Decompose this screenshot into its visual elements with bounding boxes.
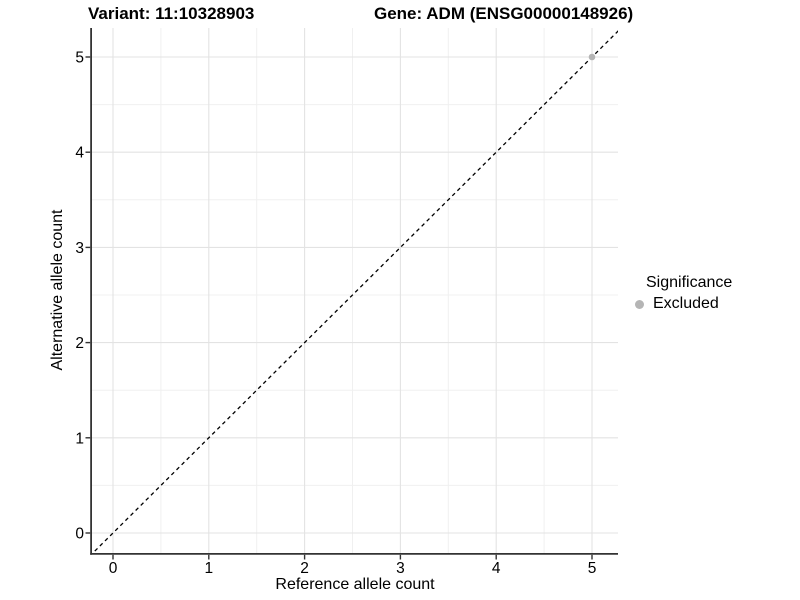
y-tick-label: 3 [75,240,84,257]
plot-title-gene: Gene: ADM (ENSG00000148926) [374,4,634,23]
data-point-excluded [588,53,596,61]
legend-item-excluded: Excluded [632,295,732,313]
y-tick-label: 0 [75,526,84,543]
x-tick-label: 1 [204,560,213,577]
legend-point-icon [635,299,644,309]
plot-content [92,30,618,553]
major-gridlines [92,28,618,553]
y-tick-label: 4 [75,145,84,162]
minor-gridlines [92,28,618,553]
x-tick-label: 2 [300,560,309,577]
legend-item-label: Excluded [653,295,719,312]
legend: Significance Excluded [632,274,732,313]
x-tick-label: 0 [109,560,118,577]
y-tick-label: 2 [75,335,84,352]
x-tick-label: 5 [588,560,597,577]
y-tick-label: 5 [75,50,84,67]
axis-lines [90,28,618,555]
x-tick-label: 3 [396,560,405,577]
legend-title: Significance [646,274,733,291]
tick-marks [85,56,593,560]
tick-labels: 0 1 2 3 4 5 0 1 2 3 4 5 [75,50,596,578]
y-axis-title: Alternative allele count [49,209,66,371]
x-tick-label: 4 [492,560,501,577]
x-axis-title: Reference allele count [275,576,435,593]
plot-title-variant: Variant: 11:10328903 [88,4,255,23]
y-tick-label: 1 [75,430,84,447]
